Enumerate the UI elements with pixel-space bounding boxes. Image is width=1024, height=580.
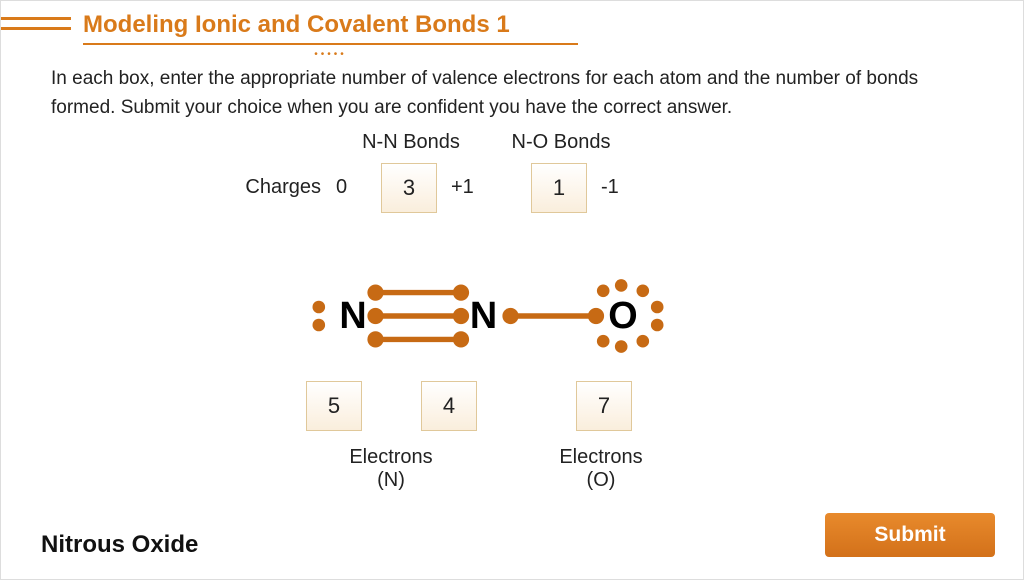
header-underline: ••••• [83,43,578,45]
header-accent-lines [1,13,71,43]
submit-button[interactable]: Submit [825,513,995,557]
charge-mid: +1 [451,176,474,199]
work-area: N-N Bonds N-O Bonds Charges 0 +1 -1 3 1 … [241,131,801,491]
compound-name: Nitrous Oxide [41,531,198,559]
input-no-bonds[interactable]: 1 [531,163,587,213]
instructions-text: In each box, enter the appropriate numbe… [51,65,973,122]
label-charges: Charges [231,176,321,199]
label-electrons-o: Electrons (O) [531,446,671,492]
input-electrons-o[interactable]: 7 [576,381,632,431]
header: Modeling Ionic and Covalent Bonds 1 ••••… [1,1,1023,45]
input-nn-bonds[interactable]: 3 [381,163,437,213]
header-dots: ••••• [314,49,347,60]
charge-left: 0 [336,176,347,199]
input-electrons-n2[interactable]: 4 [421,381,477,431]
svg-text:N: N [470,295,497,337]
charge-right: -1 [601,176,619,199]
molecule-diagram: NNO [266,271,746,361]
page-title: Modeling Ionic and Covalent Bonds 1 [83,11,1023,39]
label-no-bonds: N-O Bonds [501,131,621,154]
svg-text:N: N [339,295,366,337]
molecule-svg: NNO [266,271,746,361]
input-electrons-n1[interactable]: 5 [306,381,362,431]
svg-text:O: O [608,295,637,337]
label-nn-bonds: N-N Bonds [351,131,471,154]
label-electrons-n: Electrons (N) [321,446,461,492]
